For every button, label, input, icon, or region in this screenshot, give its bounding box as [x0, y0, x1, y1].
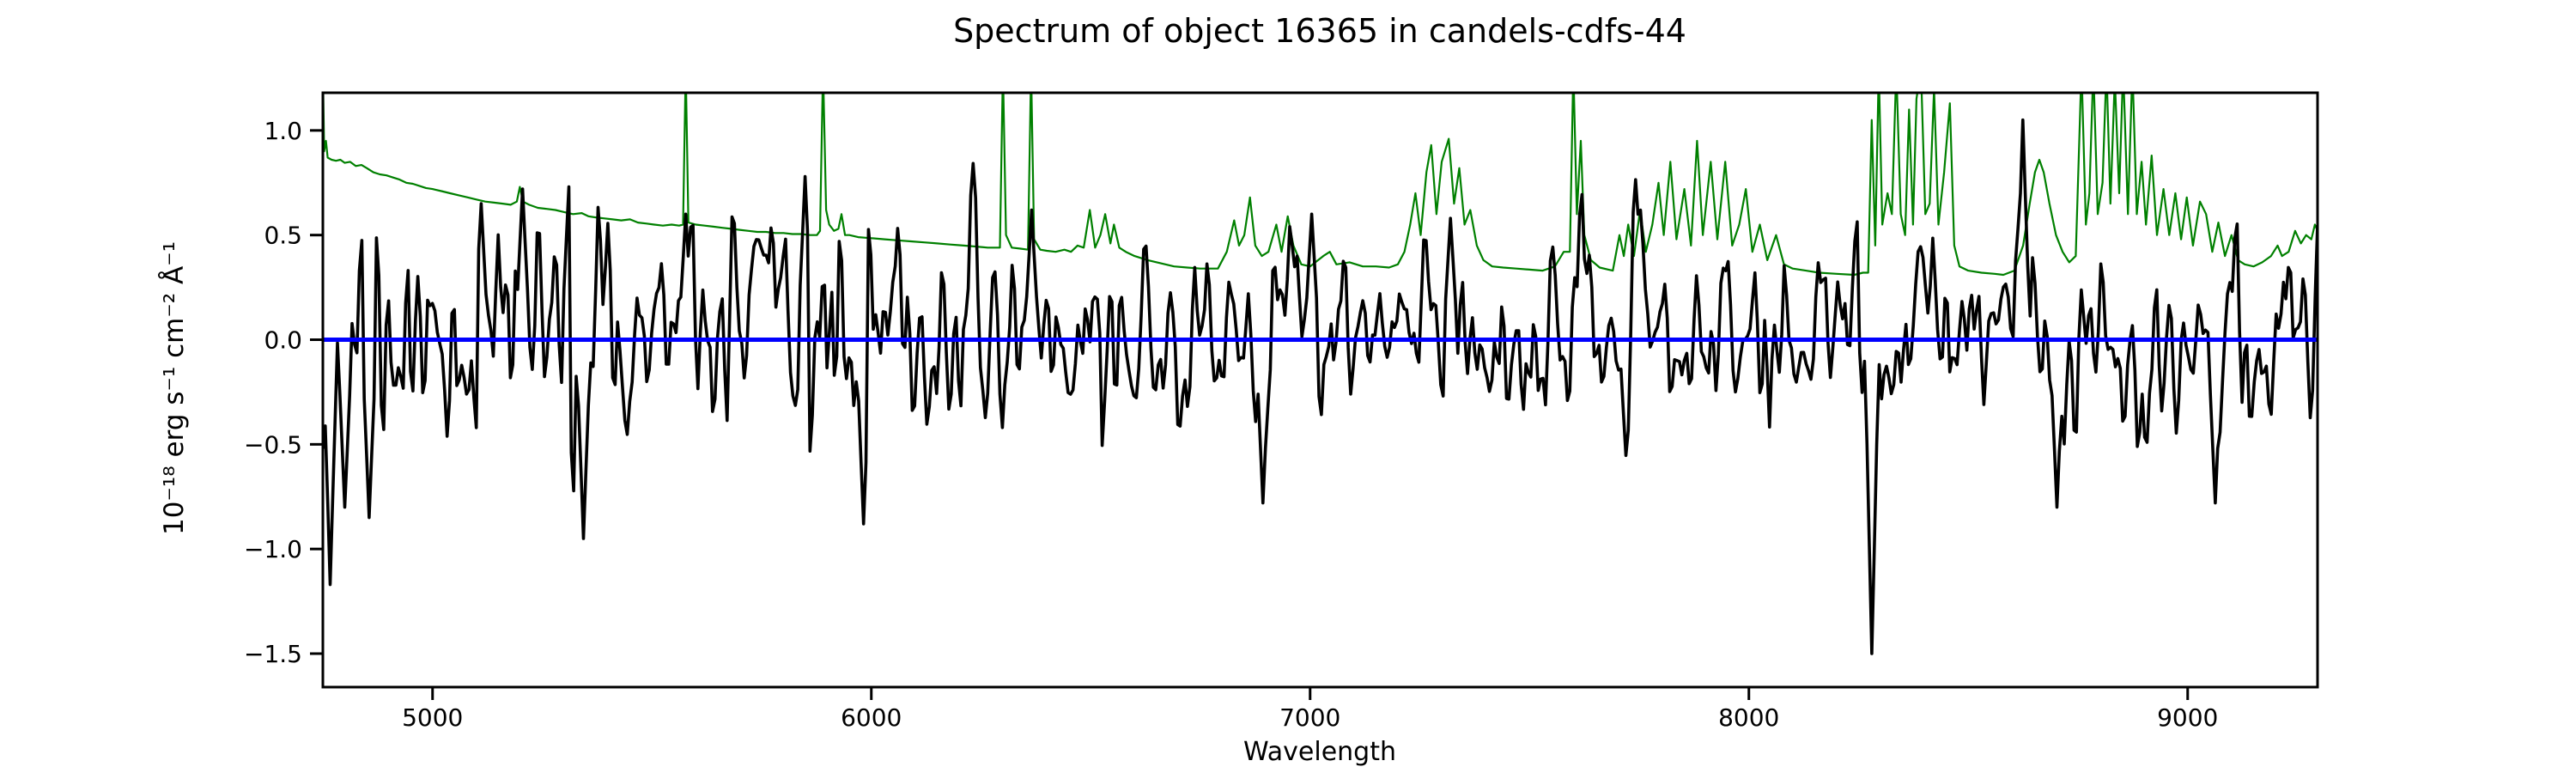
y-tick-label: −1.0 [244, 535, 302, 563]
x-axis-label: Wavelength [1243, 737, 1396, 767]
x-tick-label: 7000 [1279, 703, 1340, 732]
y-tick-label: 1.0 [264, 117, 302, 145]
y-tick-label: −1.5 [244, 640, 302, 668]
x-tick-label: 6000 [841, 703, 902, 732]
sky-spectrum-line [323, 93, 2318, 277]
x-tick-label: 5000 [402, 703, 463, 732]
y-tick-label: 0.5 [264, 222, 302, 250]
x-tick-label: 8000 [1718, 703, 1779, 732]
plot-series-group [323, 93, 2318, 655]
y-tick-label: −0.5 [244, 430, 302, 459]
y-tick-label: 0.0 [264, 326, 302, 355]
plot-title: Spectrum of object 16365 in candels-cdfs… [953, 12, 1686, 50]
flux-spectrum-line [323, 118, 2318, 655]
axes-frame [321, 91, 2319, 689]
x-tick-label: 9000 [2157, 703, 2218, 732]
